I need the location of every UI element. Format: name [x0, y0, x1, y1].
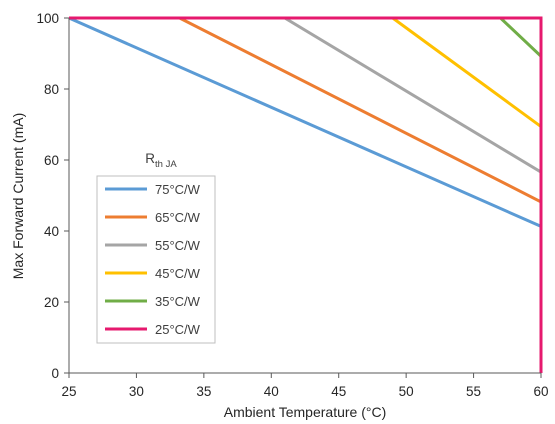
x-tick-label: 45 — [331, 384, 346, 399]
x-tick-label: 60 — [533, 384, 548, 399]
legend-label-3: 55°C/W — [155, 238, 201, 253]
legend-box — [96, 175, 216, 344]
y-tick-label: 80 — [44, 82, 59, 97]
y-tick-label: 40 — [44, 224, 59, 239]
axes — [64, 17, 542, 378]
x-tick-label: 40 — [264, 384, 279, 399]
legend-label-2: 65°C/W — [155, 210, 201, 225]
legend-label-1: 75°C/W — [155, 182, 201, 197]
legend-label-4: 45°C/W — [155, 266, 201, 281]
y-tick-label: 20 — [44, 295, 59, 310]
y-tick-label: 0 — [51, 366, 59, 381]
legend-label-6: 25°C/W — [155, 322, 201, 337]
legend-title: Rth JA — [145, 151, 177, 170]
y-tick-label: 100 — [36, 11, 59, 26]
x-axis-title: Ambient Temperature (°C) — [224, 404, 387, 420]
x-tick-label: 35 — [196, 384, 211, 399]
legend-title-sub: th JA — [155, 159, 177, 170]
plot-lines — [68, 16, 543, 373]
x-tick-label: 25 — [61, 384, 76, 399]
legend-title-main: R — [145, 151, 155, 166]
legend: Rth JA 75°C/W 65°C/W 55°C/W 45°C/W 35°C/W 25°… — [96, 151, 216, 344]
tick-labels: 0 20 40 60 80 100 25 30 35 40 45 50 55 60 — [36, 11, 548, 399]
legend-label-5: 35°C/W — [155, 294, 201, 309]
y-axis-title: Max Forward Current (mA) — [10, 113, 26, 279]
x-tick-label: 30 — [129, 384, 144, 399]
y-tick-label: 60 — [44, 153, 59, 168]
x-tick-label: 50 — [399, 384, 414, 399]
series-line-6 — [69, 16, 543, 373]
x-tick-label: 55 — [466, 384, 481, 399]
